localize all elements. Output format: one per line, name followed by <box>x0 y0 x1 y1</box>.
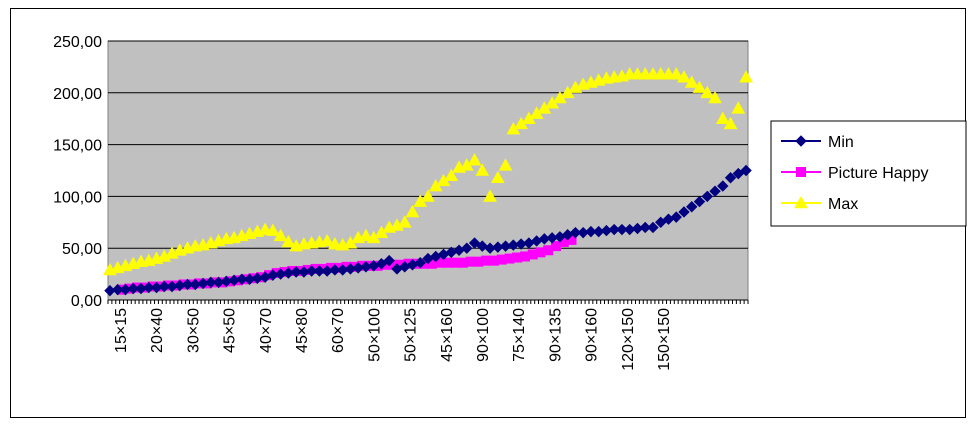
y-tick-label: 50,00 <box>62 241 102 258</box>
y-tick-label: 250,00 <box>53 34 102 51</box>
point-min <box>205 276 217 289</box>
point-min <box>236 273 248 285</box>
point-max <box>475 163 490 176</box>
legend-label: Picture Happy <box>828 165 929 182</box>
x-tick-label: 45×50 <box>222 308 239 353</box>
point-max <box>731 101 746 114</box>
point-min <box>305 265 318 277</box>
point-max <box>708 90 722 104</box>
point-max <box>405 204 420 218</box>
point-max <box>273 228 288 242</box>
point-max <box>723 116 738 130</box>
legend-marker <box>794 195 808 209</box>
point-min <box>329 264 341 276</box>
point-min <box>414 256 426 269</box>
point-min <box>701 190 713 203</box>
point-max <box>281 234 296 248</box>
x-tick-label: 50×100 <box>366 308 383 362</box>
x-tick-label: 150×150 <box>656 308 673 371</box>
x-tick-label: 90×160 <box>584 308 601 362</box>
x-tick-label: 30×50 <box>185 308 202 353</box>
point-max <box>677 70 691 83</box>
point-max <box>739 70 753 83</box>
point-max <box>265 223 280 236</box>
point-min <box>569 226 582 239</box>
point-min <box>639 221 651 234</box>
point-min <box>181 278 194 291</box>
y-tick-label: 150,00 <box>53 138 102 155</box>
x-tick-label: 45×160 <box>439 308 456 362</box>
point-max <box>467 153 482 166</box>
point-min <box>740 164 752 177</box>
point-max <box>483 189 497 202</box>
point-max <box>258 222 272 235</box>
x-tick-label: 50×125 <box>403 308 420 362</box>
y-tick-label: 100,00 <box>53 189 102 206</box>
point-min <box>143 281 155 294</box>
point-min <box>647 221 659 234</box>
point-min <box>461 242 473 254</box>
point-max <box>444 168 459 181</box>
x-tick-label: 20×40 <box>149 308 166 353</box>
point-max <box>684 75 699 88</box>
legend-marker <box>795 135 807 147</box>
x-tick-label: 90×100 <box>475 308 492 362</box>
point-min <box>111 283 124 296</box>
point-min <box>608 223 620 236</box>
point-min <box>468 237 481 249</box>
point-max <box>692 80 707 93</box>
x-tick-label: 90×135 <box>547 308 564 362</box>
point-max <box>421 189 435 202</box>
legend-label: Max <box>828 196 858 213</box>
point-min <box>724 172 737 184</box>
legend-marker <box>796 167 806 177</box>
point-max <box>715 111 730 124</box>
point-max <box>700 85 715 99</box>
point-max <box>328 237 342 250</box>
point-min <box>717 180 729 192</box>
x-tick-label: 15×15 <box>113 308 130 353</box>
point-min <box>709 185 721 197</box>
y-tick-label: 200,00 <box>53 86 102 103</box>
x-tick-label: 120×150 <box>620 308 637 371</box>
point-min <box>313 265 326 277</box>
chart-frame: 0,00 50,00 100,00 150,00 200,00 250,00 15×15 20… <box>10 8 967 418</box>
point-min <box>127 282 139 295</box>
point-min <box>732 167 745 180</box>
point-min <box>158 280 170 293</box>
point-max <box>498 158 513 171</box>
point-min <box>585 225 597 238</box>
point-min <box>686 201 698 213</box>
x-tick-label: 60×70 <box>330 308 347 353</box>
point-max <box>359 228 373 242</box>
legend-label: Min <box>828 134 854 151</box>
x-tick-label: 75×140 <box>511 308 528 362</box>
point-min <box>693 195 706 208</box>
point-max <box>669 67 684 80</box>
point-min <box>290 266 302 278</box>
y-tick-label: 0,00 <box>71 293 102 310</box>
point-max <box>490 170 505 184</box>
point-min <box>670 211 682 223</box>
legend: Min Picture Happy Max <box>770 120 967 227</box>
point-max <box>320 233 335 247</box>
x-tick-label: 40×70 <box>258 308 275 353</box>
point-min <box>383 254 395 267</box>
point-min <box>375 258 388 270</box>
point-min <box>616 223 628 236</box>
point-min <box>678 206 690 218</box>
chart-svg: 0,00 50,00 100,00 150,00 200,00 250,00 15×15 20… <box>53 34 967 371</box>
x-tick-label: 45×80 <box>294 308 311 353</box>
point-min <box>655 216 667 229</box>
point-max <box>397 215 412 228</box>
